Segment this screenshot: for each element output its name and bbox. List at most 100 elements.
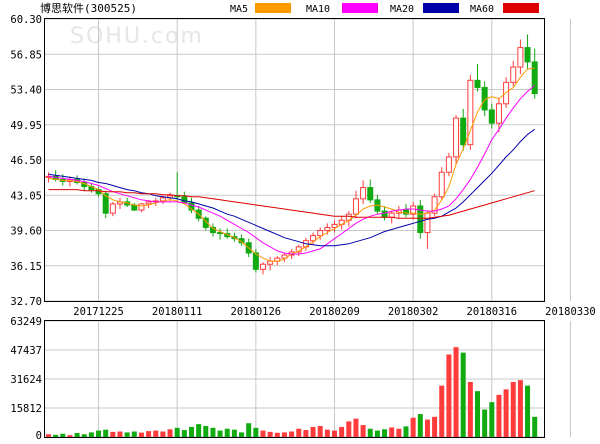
moving-average-lines bbox=[48, 67, 536, 262]
legend-label-ma60: MA60 bbox=[470, 4, 494, 15]
volume-bar bbox=[396, 428, 402, 437]
volume-bar bbox=[439, 385, 445, 437]
price-y-tick-label: 49.95 bbox=[10, 120, 42, 132]
date-x-tick-label: 20180111 bbox=[152, 306, 203, 318]
date-x-tick-label: 20180209 bbox=[309, 306, 360, 318]
volume-bar bbox=[138, 432, 144, 437]
axis-labels: 60.30 56.85 53.40 49.95 46.50 43.05 39.60 36.15… bbox=[10, 14, 595, 442]
volume-bar bbox=[260, 430, 266, 437]
candlestick bbox=[252, 248, 259, 273]
volume-bar bbox=[424, 419, 430, 437]
candlestick bbox=[524, 34, 531, 70]
volume-bar bbox=[460, 352, 466, 437]
date-x-tick-label: 20180302 bbox=[388, 306, 439, 318]
stock-title: 博思软件(300525) bbox=[40, 1, 137, 15]
volume-bar bbox=[353, 418, 359, 437]
price-y-tick-label: 39.60 bbox=[10, 226, 42, 238]
volume-bar bbox=[131, 431, 137, 437]
candlestick bbox=[138, 202, 145, 213]
price-y-tick-label: 56.85 bbox=[10, 49, 42, 61]
volume-bar bbox=[217, 430, 223, 437]
ma10-line bbox=[48, 85, 536, 255]
candlestick bbox=[317, 227, 324, 240]
volume-bar bbox=[367, 428, 373, 437]
candlestick bbox=[453, 115, 460, 166]
legend-label-ma5: MA5 bbox=[230, 4, 248, 15]
volume-bar bbox=[46, 434, 51, 437]
volume-bar bbox=[303, 430, 309, 437]
volume-bar bbox=[96, 430, 102, 437]
price-y-tick-label: 32.70 bbox=[10, 296, 42, 308]
legend-label-ma20: MA20 bbox=[390, 4, 414, 15]
candlestick bbox=[202, 216, 209, 231]
volume-bar bbox=[517, 380, 523, 437]
volume-bar bbox=[374, 430, 380, 437]
candlestick bbox=[495, 97, 502, 133]
candlestick bbox=[360, 180, 367, 204]
volume-bar bbox=[124, 432, 130, 437]
volume-bar bbox=[346, 421, 352, 437]
volume-bar bbox=[296, 428, 302, 437]
volume-bar bbox=[274, 432, 280, 437]
volume-bar bbox=[489, 402, 495, 437]
price-y-tick-label: 36.15 bbox=[10, 261, 42, 273]
volume-bar bbox=[174, 427, 180, 437]
volume-bar bbox=[53, 434, 59, 437]
legend-swatch-ma20 bbox=[423, 3, 459, 13]
legend-swatch-ma60 bbox=[503, 3, 539, 13]
volume-bar bbox=[446, 354, 452, 437]
price-candles bbox=[45, 34, 538, 275]
volume-bar bbox=[246, 423, 252, 437]
candlestick bbox=[488, 103, 495, 129]
volume-bar bbox=[224, 428, 230, 437]
candlestick bbox=[331, 220, 338, 233]
volume-bar bbox=[189, 426, 194, 437]
candlestick bbox=[109, 201, 116, 217]
volume-y-tick-label: 0 bbox=[36, 430, 42, 440]
volume-bar bbox=[253, 427, 259, 437]
volume-bars bbox=[46, 347, 538, 437]
candlestick bbox=[467, 75, 474, 150]
volume-bar bbox=[181, 430, 187, 437]
price-y-tick-label: 43.05 bbox=[10, 190, 42, 202]
volume-bar bbox=[382, 429, 388, 437]
volume-y-tick-label: 47437 bbox=[10, 345, 42, 357]
volume-bar bbox=[74, 432, 80, 437]
volume-bar bbox=[310, 426, 316, 437]
candlestick bbox=[281, 252, 288, 263]
volume-bar bbox=[67, 435, 73, 437]
volume-bar bbox=[453, 347, 459, 437]
legend-label-ma10: MA10 bbox=[306, 4, 330, 15]
volume-bar bbox=[525, 385, 531, 437]
volume-bar bbox=[60, 433, 66, 437]
candlestick bbox=[431, 193, 438, 217]
candlestick bbox=[460, 108, 467, 151]
volume-bar bbox=[239, 432, 245, 437]
volume-bar bbox=[317, 425, 323, 437]
volume-bar bbox=[403, 426, 409, 437]
volume-bar bbox=[510, 381, 516, 437]
volume-bar bbox=[503, 389, 509, 437]
candlestick bbox=[417, 199, 424, 239]
candlestick bbox=[445, 152, 452, 177]
ma20-line bbox=[48, 128, 535, 247]
volume-bar bbox=[103, 429, 109, 437]
volume-bar bbox=[203, 425, 209, 437]
volume-bar bbox=[324, 429, 330, 437]
volume-panel-frame bbox=[44, 320, 545, 438]
volume-bar bbox=[432, 416, 438, 437]
volume-bar bbox=[417, 414, 423, 437]
price-y-tick-label: 53.40 bbox=[10, 85, 42, 97]
price-panel-frame bbox=[44, 18, 545, 302]
candlestick bbox=[510, 60, 517, 87]
volume-y-tick-label: 63249 bbox=[10, 316, 42, 328]
date-x-tick-label: 20180316 bbox=[467, 306, 518, 318]
candlestick bbox=[474, 63, 481, 92]
volume-bar bbox=[410, 417, 416, 437]
volume-bar bbox=[117, 431, 123, 437]
volume-bar bbox=[160, 431, 166, 437]
candlestick bbox=[403, 203, 409, 218]
legend: MA5 MA10 MA20 MA60 bbox=[230, 3, 539, 15]
volume-bar bbox=[475, 391, 480, 437]
